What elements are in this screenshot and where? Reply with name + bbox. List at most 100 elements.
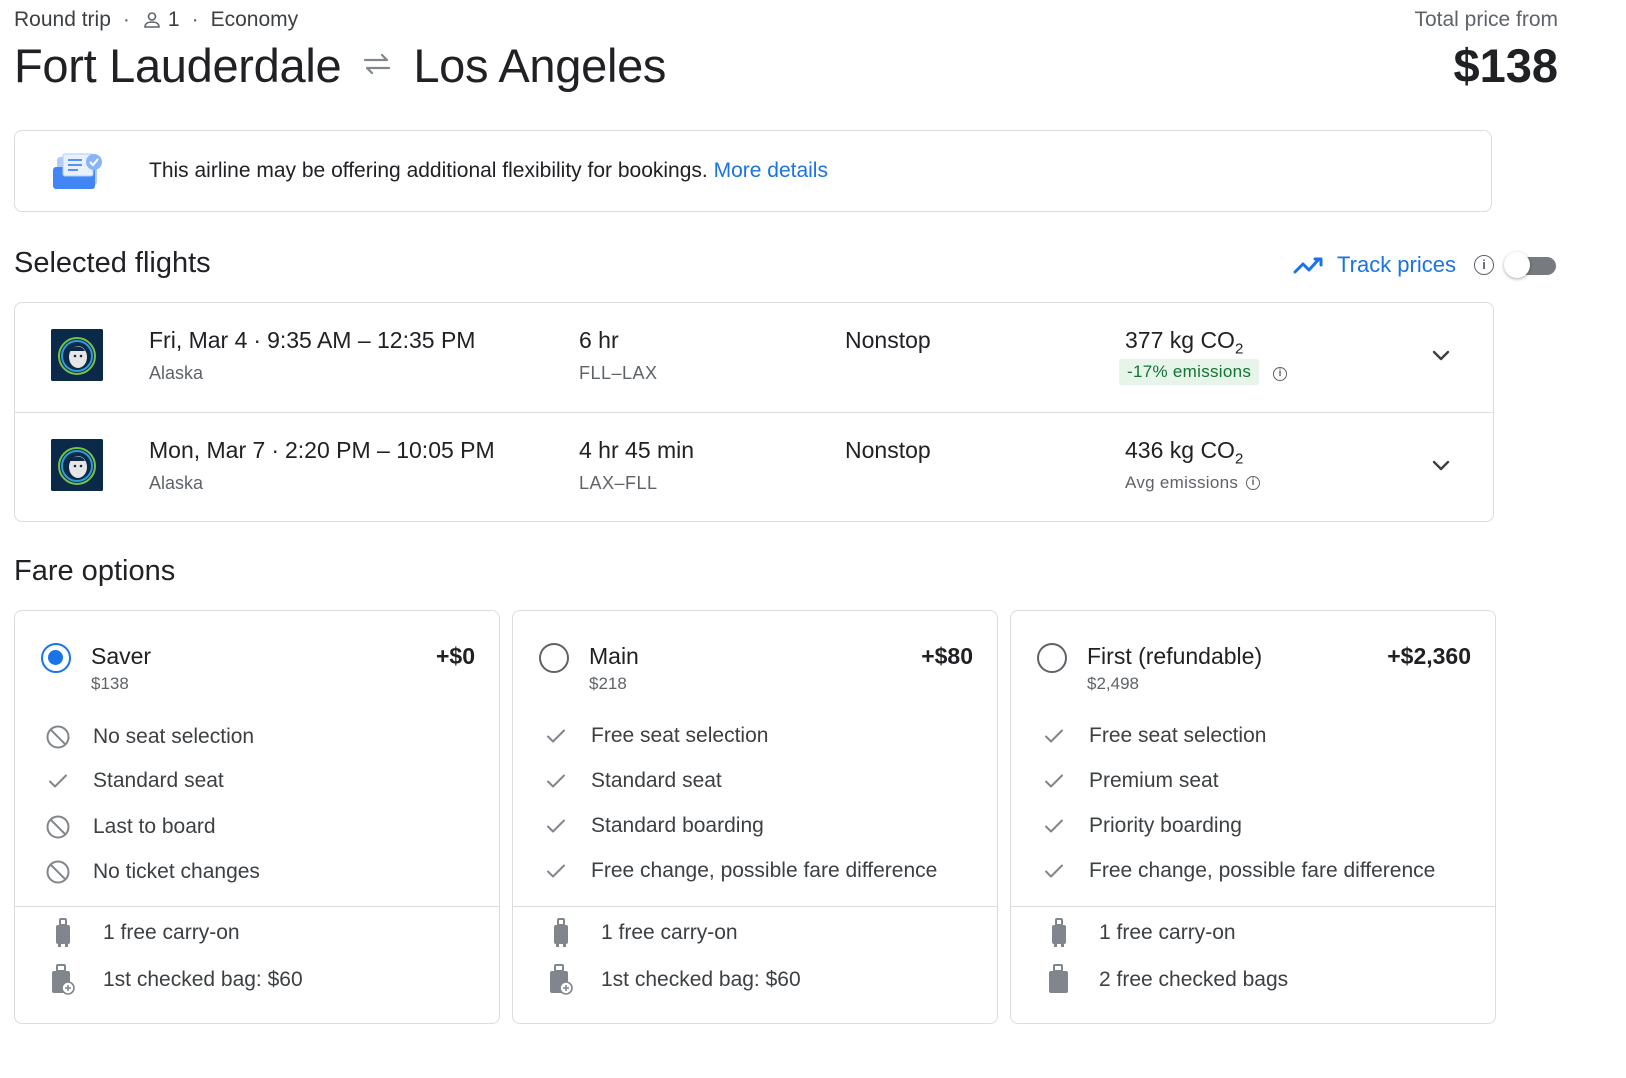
baggage-item: 1st checked bag: $60 (49, 964, 303, 996)
carry-on-bag-icon (1045, 918, 1073, 948)
chevron-down-icon[interactable] (1429, 343, 1453, 372)
selected-flights-heading: Selected flights (14, 247, 211, 279)
chevron-down-icon[interactable] (1429, 453, 1453, 482)
fare-options-heading: Fare options (14, 555, 176, 587)
flight-times: Mon, Mar 7 · 2:20 PM – 10:05 PM (149, 437, 495, 463)
more-details-link[interactable]: More details (713, 159, 828, 182)
total-price-label: Total price from (1414, 8, 1558, 31)
fare-feature: Priority boarding (1041, 814, 1242, 838)
fare-feature: No ticket changes (45, 859, 260, 885)
fare-total-price: $2,498 (1087, 674, 1139, 693)
info-icon[interactable]: i (1474, 255, 1494, 275)
fare-feature-label: Free seat selection (1089, 724, 1267, 747)
fare-feature-label: Premium seat (1089, 769, 1219, 792)
flight-time-range: 2:20 PM – 10:05 PM (285, 437, 495, 463)
trend-line-icon (1293, 257, 1323, 274)
notice-text: This airline may be offering additional … (149, 159, 708, 182)
flight-route: LAX–FLL (579, 473, 658, 493)
emissions-info-icon[interactable]: i (1273, 367, 1287, 381)
fare-feature-label: Free change, possible fare difference (591, 859, 938, 882)
baggage-item: 1 free carry-on (1045, 918, 1236, 948)
flight-co2: 436 kg CO2 (1125, 437, 1244, 468)
person-icon (144, 12, 160, 28)
fare-feature-label: Last to board (93, 815, 216, 838)
fare-card[interactable]: First (refundable) $2,498 +$2,360 Free seat… (1010, 610, 1496, 1024)
carry-on-bag-icon (49, 918, 77, 948)
fare-feature-label: Standard seat (93, 769, 224, 792)
emissions-badge: -17% emissions (1119, 359, 1260, 385)
fare-feature-label: No ticket changes (93, 860, 260, 883)
not-included-icon (45, 814, 71, 840)
fare-feature-label: Free change, possible fare difference (1089, 859, 1436, 882)
fare-radio-button[interactable] (539, 643, 569, 673)
flight-duration: 4 hr 45 min (579, 437, 695, 463)
cabin-class[interactable]: Economy (210, 8, 299, 31)
checkmark-icon (45, 769, 71, 793)
emissions-info-icon[interactable]: i (1246, 476, 1261, 490)
trip-meta: Round trip · 1 · Economy (14, 8, 299, 32)
checkmark-icon (1041, 814, 1067, 838)
passenger-count[interactable]: 1 (142, 8, 180, 32)
divider (1011, 906, 1495, 907)
booking-flexibility-icon (51, 151, 105, 198)
baggage-item: 2 free checked bags (1045, 964, 1288, 996)
baggage-item: 1st checked bag: $60 (547, 964, 801, 996)
origin-city: Fort Lauderdale (14, 39, 342, 92)
fare-total-price: $138 (91, 674, 129, 693)
fare-radio-button[interactable] (1037, 643, 1067, 673)
flexibility-notice: This airline may be offering additional … (14, 130, 1492, 212)
fare-feature: Free change, possible fare difference (1041, 859, 1435, 883)
divider (513, 906, 997, 907)
fare-feature: Free change, possible fare difference (543, 859, 937, 883)
fare-total-price: $218 (589, 674, 627, 693)
fare-card[interactable]: Saver $138 +$0 No seat selection Standard se… (14, 610, 500, 1024)
fare-name: Saver (91, 643, 152, 669)
fare-price-difference: +$80 (921, 643, 973, 669)
checkmark-icon (543, 769, 569, 793)
swap-arrows-icon (361, 49, 393, 83)
flight-date: Mon, Mar 7 (149, 437, 266, 463)
flight-co2: 377 kg CO2 (1125, 327, 1244, 358)
fare-feature-label: Standard seat (591, 769, 722, 792)
fare-card[interactable]: Main $218 +$80 Free seat selection Standard … (512, 610, 998, 1024)
not-included-icon (45, 859, 71, 885)
fare-feature-label: Priority boarding (1089, 814, 1242, 837)
baggage-label: 1st checked bag: $60 (103, 968, 303, 991)
flight-date: Fri, Mar 4 (149, 327, 248, 353)
fare-price-difference: +$2,360 (1387, 643, 1471, 669)
baggage-item: 1 free carry-on (49, 918, 240, 948)
fare-radio-button[interactable] (41, 643, 71, 673)
baggage-label: 1 free carry-on (103, 921, 240, 944)
fare-feature: Last to board (45, 814, 216, 840)
alaska-airlines-logo (51, 329, 103, 381)
track-prices[interactable]: Track prices i (1293, 252, 1494, 278)
fare-price-difference: +$0 (435, 643, 475, 669)
fare-feature-label: Free seat selection (591, 724, 769, 747)
fare-feature: Free seat selection (543, 724, 768, 748)
checkmark-icon (1041, 724, 1067, 748)
alaska-airlines-logo (51, 439, 103, 491)
fare-feature: Standard boarding (543, 814, 764, 838)
checkmark-icon (543, 859, 569, 883)
fare-feature: Free seat selection (1041, 724, 1266, 748)
flight-row[interactable]: Fri, Mar 4 · 9:35 AM – 12:35 PM Alaska 6 h… (15, 303, 1493, 412)
checkmark-icon (1041, 859, 1067, 883)
not-included-icon (45, 724, 71, 750)
fare-name: Main (589, 643, 639, 669)
flight-airline: Alaska (149, 363, 204, 383)
trip-type[interactable]: Round trip (14, 8, 111, 31)
fare-feature-label: No seat selection (93, 725, 255, 748)
fare-feature: Premium seat (1041, 769, 1219, 793)
flight-time-range: 9:35 AM – 12:35 PM (267, 327, 476, 353)
checkmark-icon (1041, 769, 1067, 793)
route-title: Fort Lauderdale Los Angeles (14, 38, 666, 93)
fare-feature: Standard seat (45, 769, 224, 793)
checked-bag-icon (1045, 964, 1073, 996)
baggage-label: 2 free checked bags (1099, 968, 1289, 991)
flight-row[interactable]: Mon, Mar 7 · 2:20 PM – 10:05 PM Alaska 4 h… (15, 412, 1493, 522)
checked-bag-fee-icon (547, 964, 575, 996)
fare-name: First (refundable) (1087, 643, 1263, 669)
fare-feature: No seat selection (45, 724, 254, 750)
track-prices-toggle[interactable] (1504, 252, 1556, 278)
checkmark-icon (543, 814, 569, 838)
